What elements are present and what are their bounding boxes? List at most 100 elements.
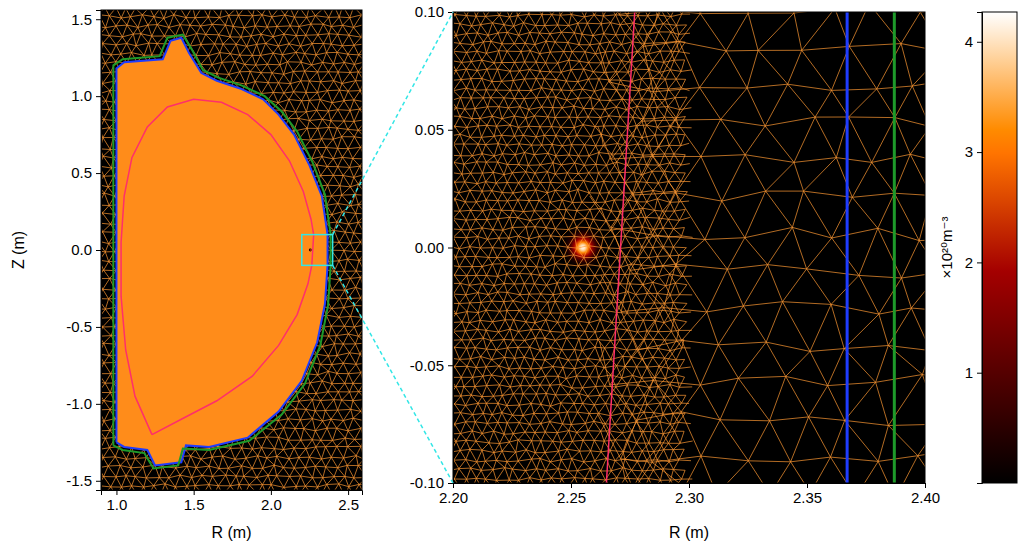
tick: 2.40	[911, 483, 940, 506]
tick-label: 3	[965, 143, 973, 160]
zoom-box	[302, 235, 333, 266]
boundary-curve	[113, 35, 330, 469]
tick: 0.10	[415, 3, 453, 20]
plot-area	[453, 12, 925, 483]
axis-title: R (m)	[212, 524, 252, 541]
boundary-curve	[453, 12, 847, 483]
tick: -1.0	[66, 395, 101, 412]
tick-label: 2.25	[557, 489, 586, 506]
tick: 0.00	[415, 239, 453, 256]
tick-label: 2.0	[261, 496, 282, 513]
tick-mark	[689, 483, 690, 488]
tick: 2.35	[793, 483, 822, 506]
axis-line	[448, 13, 454, 484]
tick-mark	[925, 483, 926, 488]
tick: -0.05	[410, 357, 453, 374]
tick-label: 0.5	[71, 164, 92, 181]
tick: 3	[965, 143, 982, 160]
tick-label: 1	[965, 364, 973, 381]
axis-title: R (m)	[669, 524, 709, 541]
page: 1.0 1.5 2.0 2.5 -1.5 -1.0 -0.5 0.0 0.5 1.0 1.5 R (m…	[0, 0, 1027, 553]
tick-mark	[571, 483, 572, 488]
axis: -0.10 -0.05 0.00 0.05 0.10	[410, 3, 454, 491]
tick-mark	[96, 404, 101, 405]
axis-line	[454, 484, 926, 489]
plot-background	[101, 10, 362, 490]
axis: -1.5 -1.0 -0.5 0.0 0.5 1.0 1.5	[66, 11, 101, 491]
tick: 1.0	[71, 87, 101, 104]
tick: 0.0	[71, 241, 101, 258]
boundary-curve	[121, 99, 314, 434]
tick-mark	[348, 490, 349, 495]
mesh	[453, 12, 693, 483]
tick-mark	[977, 42, 982, 43]
axis-line	[96, 11, 102, 491]
tick: -0.10	[410, 474, 453, 491]
tick-mark	[977, 373, 982, 374]
tick: 2.30	[675, 483, 704, 506]
tick-label: 1.0	[107, 496, 128, 513]
tick-label: 4	[965, 33, 973, 50]
colorbar	[982, 12, 1017, 483]
tick: 1.0	[107, 490, 128, 513]
tick-mark	[448, 248, 453, 249]
zoom-connector	[333, 12, 453, 235]
tick-mark	[271, 490, 272, 495]
tick-label: 2.5	[338, 496, 359, 513]
tick-label: 0.05	[415, 121, 444, 138]
tick-label: -0.05	[410, 357, 444, 374]
tick-mark	[116, 490, 117, 495]
axis-title: Z (m)	[10, 231, 27, 269]
axis: 1 2 3 4	[965, 13, 983, 484]
tick-label: 2.35	[793, 489, 822, 506]
tick-label: -1.0	[66, 395, 92, 412]
tick-label: 0.00	[415, 239, 444, 256]
zoom-connector	[333, 265, 453, 483]
tick: 4	[965, 33, 982, 50]
tick: 2.25	[557, 483, 586, 506]
tick-label: 0.10	[415, 3, 444, 20]
tick: 0.5	[71, 164, 101, 181]
tick-label: 1.5	[184, 496, 205, 513]
axis: 1.0 1.5 2.0 2.5	[102, 490, 363, 513]
tick-mark	[96, 96, 101, 97]
tick: -0.5	[66, 318, 101, 335]
frame	[453, 12, 925, 483]
tick-label: 2	[965, 254, 973, 271]
tick: 2.0	[261, 490, 282, 513]
tick-label: -1.5	[66, 472, 92, 489]
tick-mark	[448, 365, 453, 366]
frame	[101, 10, 362, 490]
axis-line	[977, 13, 983, 484]
tick: 1.5	[71, 11, 101, 28]
tick: 2.5	[338, 490, 359, 513]
tick-label: 2.30	[675, 489, 704, 506]
mesh	[101, 10, 362, 490]
density-peak	[309, 249, 312, 252]
tick-label: -0.10	[410, 474, 444, 491]
tick: 1	[965, 364, 982, 381]
axis-line	[102, 491, 363, 496]
tick: 0.05	[415, 121, 453, 138]
boundary-curve	[453, 12, 635, 483]
tick-mark	[96, 250, 101, 251]
tick-mark	[96, 19, 101, 20]
tick: -1.5	[66, 472, 101, 489]
tick-mark	[194, 490, 195, 495]
tick-label: 2.40	[911, 489, 940, 506]
tick-label: -0.5	[66, 318, 92, 335]
plot-area	[101, 10, 362, 490]
tick-mark	[977, 152, 982, 153]
tick: 1.5	[184, 490, 205, 513]
tick: 2	[965, 254, 982, 271]
boundary-curve	[116, 38, 327, 466]
tick-mark	[977, 262, 982, 263]
tick-label: 0.0	[71, 241, 92, 258]
tick-label: 1.0	[71, 87, 92, 104]
tick-mark	[807, 483, 808, 488]
mesh	[590, 12, 925, 483]
axis: 2.202.252.302.352.40	[439, 483, 940, 506]
tick-mark	[96, 173, 101, 174]
boundary-curve	[453, 12, 894, 483]
tick-label: 1.5	[71, 11, 92, 28]
